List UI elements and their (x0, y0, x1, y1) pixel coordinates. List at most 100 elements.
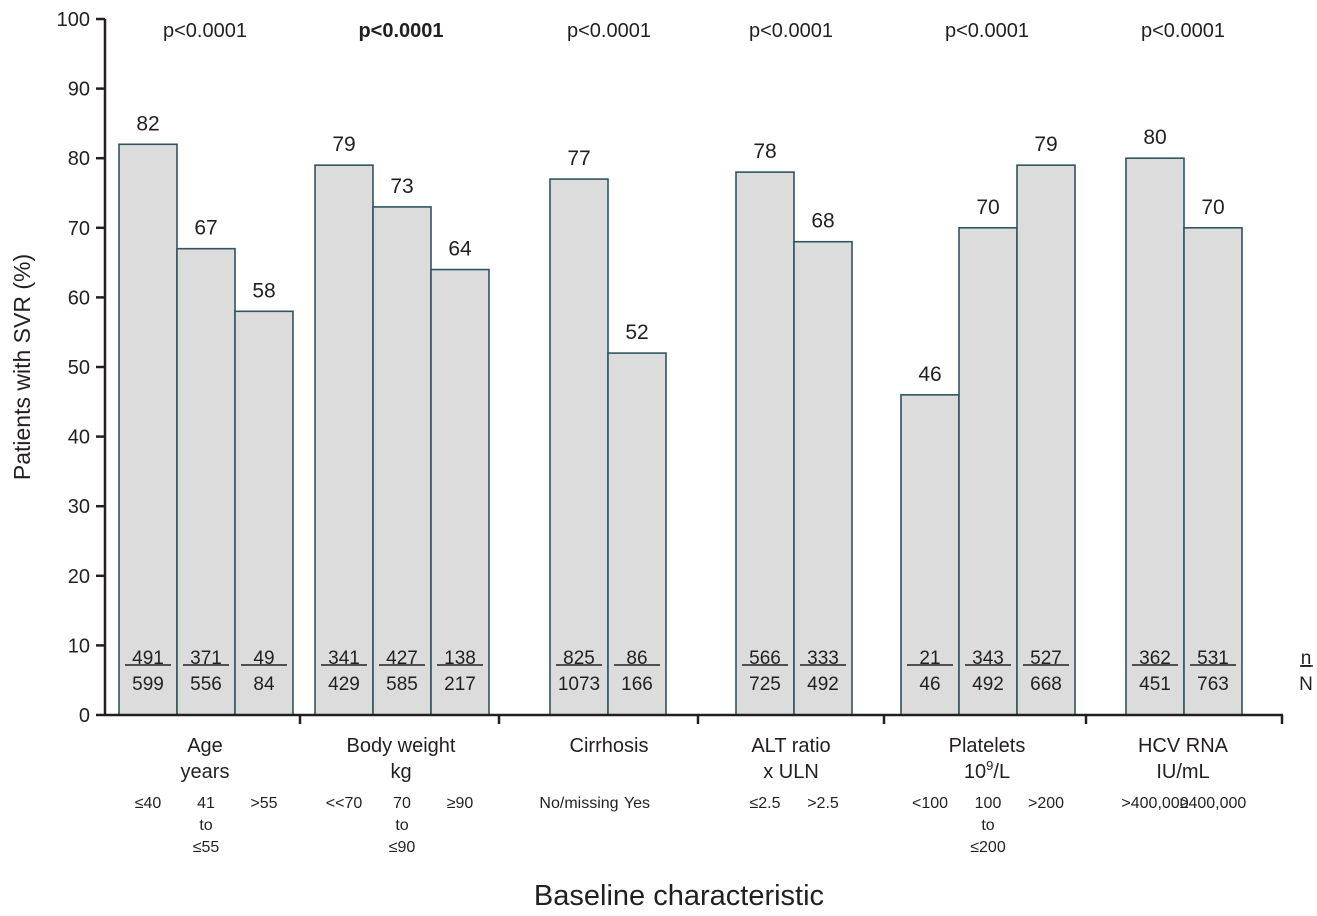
p-value-label: p<0.0001 (567, 20, 651, 42)
bar-value-label: 58 (252, 279, 275, 302)
n-count-label: 531 (1197, 648, 1229, 669)
group-unit-label: kg (390, 761, 411, 783)
category-label: >55 (250, 795, 277, 812)
bar (900, 394, 960, 716)
N-total-label: 599 (132, 674, 164, 695)
bar-value-label: 79 (1034, 133, 1057, 156)
N-total-label: 492 (972, 674, 1004, 695)
bar (549, 178, 609, 716)
n-count-label: 825 (563, 648, 595, 669)
N-total-label: 84 (253, 674, 275, 695)
category-label: <<70 (326, 795, 363, 812)
bar (314, 164, 374, 716)
N-total-label: 492 (807, 674, 839, 695)
N-total-label: 585 (386, 674, 418, 695)
bar-value-label: 64 (448, 238, 472, 261)
bar (793, 240, 853, 716)
bar (176, 247, 236, 716)
N-total-label: 217 (444, 674, 476, 695)
bar (118, 143, 178, 716)
category-label: ≤55 (193, 839, 220, 856)
group-name-label: Cirrhosis (570, 735, 649, 757)
category-label: <100 (912, 795, 948, 812)
y-tick-label: 70 (68, 218, 90, 240)
N-total-label: 1073 (558, 674, 600, 695)
bar-value-label: 70 (1201, 196, 1224, 219)
n-count-label: 86 (626, 648, 647, 669)
n-count-label: 371 (190, 648, 222, 669)
y-axis-title: Patients with SVR (%) (9, 254, 35, 480)
p-value-label: p<0.0001 (945, 20, 1029, 42)
n-count-label: 21 (919, 648, 940, 669)
category-label: >400,000 (1121, 795, 1188, 812)
bar-value-label: 70 (976, 196, 999, 219)
bar (958, 227, 1018, 716)
bar (1125, 157, 1185, 716)
category-label: ≥90 (447, 795, 474, 812)
category-label: >2.5 (807, 795, 839, 812)
N-total-label: 451 (1139, 674, 1171, 695)
bar-value-label: 80 (1143, 126, 1166, 149)
N-total-label: 556 (190, 674, 222, 695)
category-label: ≤40 (135, 795, 162, 812)
group-name-label: HCV RNA (1138, 735, 1229, 757)
n-count-label: 138 (444, 648, 476, 669)
n-count-label: 427 (386, 648, 418, 669)
category-label: >200 (1028, 795, 1064, 812)
group-unit-label: years (181, 761, 230, 783)
category-label: Yes (624, 795, 650, 812)
bar-value-label: 73 (390, 175, 413, 198)
bar-value-label: 67 (194, 217, 217, 240)
bar-value-label: 46 (918, 363, 941, 386)
bar (735, 171, 795, 716)
bar (372, 206, 432, 716)
category-label: 41 (197, 795, 215, 812)
p-value-label: p<0.0001 (749, 20, 833, 42)
n-count-label: 341 (328, 648, 360, 669)
N-total-label: 763 (1197, 674, 1229, 695)
y-tick-label: 30 (68, 496, 90, 518)
n-count-label: 333 (807, 648, 839, 669)
bar (607, 352, 667, 716)
n-count-label: 491 (132, 648, 164, 669)
category-label: No/missing (539, 795, 618, 812)
bar-value-label: 78 (753, 140, 776, 163)
n-count-label: 49 (253, 648, 274, 669)
group-unit-label: x ULN (763, 761, 819, 783)
category-label: 100 (975, 795, 1002, 812)
y-tick-label: 80 (68, 148, 90, 170)
N-total-label: 668 (1030, 674, 1062, 695)
y-tick-label: 100 (57, 9, 90, 31)
N-total-label: 46 (919, 674, 940, 695)
p-value-label: p<0.0001 (1141, 20, 1225, 42)
y-tick-label: 50 (68, 357, 90, 379)
p-value-label: p<0.0001 (163, 20, 247, 42)
bar-value-label: 77 (567, 147, 590, 170)
n-count-label: 527 (1030, 648, 1062, 669)
category-label: ≥400,000 (1180, 795, 1247, 812)
category-label: to (199, 817, 212, 834)
N-legend-label: N (1299, 674, 1313, 695)
bar-value-label: 82 (136, 112, 159, 135)
y-tick-label: 60 (68, 287, 90, 309)
bar (1183, 227, 1243, 716)
y-tick-label: 0 (79, 705, 90, 727)
bar (1016, 164, 1076, 716)
y-tick-label: 10 (68, 635, 90, 657)
x-axis-title: Baseline characteristic (534, 880, 824, 911)
N-total-label: 429 (328, 674, 360, 695)
n-count-label: 566 (749, 648, 781, 669)
n-count-label: 343 (972, 648, 1004, 669)
p-value-label: p<0.0001 (358, 20, 443, 42)
category-label: ≤200 (970, 839, 1006, 856)
n-legend-label: n (1301, 648, 1312, 669)
group-name-label: Body weight (347, 735, 456, 757)
N-total-label: 166 (621, 674, 653, 695)
group-name-label: ALT ratio (751, 735, 830, 757)
bar (234, 310, 294, 716)
category-label: to (395, 817, 408, 834)
group-name-label: Age (187, 735, 223, 757)
category-label: ≤2.5 (749, 795, 780, 812)
